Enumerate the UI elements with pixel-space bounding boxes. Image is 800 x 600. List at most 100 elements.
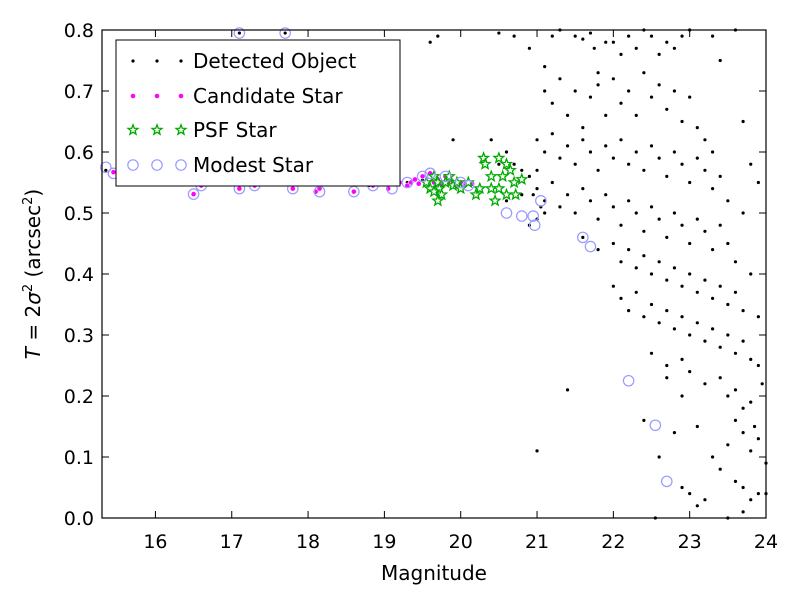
y-tick-label: 0.5 (64, 203, 94, 225)
y-axis-label-close: ) (21, 189, 45, 197)
detected-object-point (535, 168, 539, 172)
legend-marker-candidate-star (178, 93, 184, 99)
detected-object-point (726, 394, 730, 398)
detected-object-point (688, 272, 692, 276)
detected-object-point (695, 290, 699, 294)
candidate-star-point (110, 169, 117, 176)
detected-object-point (726, 241, 730, 246)
detected-object-point (695, 424, 699, 429)
detected-object-point (756, 437, 760, 441)
detected-object-point (588, 199, 593, 203)
detected-object-point (649, 205, 654, 209)
detected-object-point (657, 83, 661, 87)
detected-object-point (596, 217, 600, 221)
modest-star-point (424, 167, 436, 180)
detected-object-point (710, 187, 715, 191)
detected-object-point (688, 180, 692, 185)
psf-star-point (427, 169, 441, 183)
psf-star-point (469, 187, 483, 201)
detected-object-point (760, 382, 764, 386)
psf-star-point (476, 151, 491, 164)
detected-object-point (703, 229, 707, 233)
y-axis-label-sup2: 2 (21, 197, 36, 205)
detected-object-point (592, 46, 596, 50)
detected-object-point (634, 266, 638, 270)
detected-object-point (680, 162, 684, 166)
detected-object-point (741, 339, 745, 343)
legend-marker-psf-star (126, 122, 140, 136)
detected-object-point (596, 71, 600, 75)
detected-object-point (573, 162, 577, 166)
detected-object-point (535, 138, 539, 142)
detected-object-point (703, 498, 707, 502)
detected-object-point (611, 77, 615, 81)
detected-object-point (642, 71, 646, 75)
detected-object-point (733, 418, 738, 422)
candidate-star-point (190, 191, 197, 197)
detected-object-point (649, 95, 654, 99)
modest-star-point (527, 210, 540, 222)
detected-object-point (688, 492, 692, 496)
psf-star-point (503, 163, 518, 176)
detected-object-point (733, 479, 738, 483)
detected-object-point (550, 34, 554, 38)
detected-object-point (604, 113, 608, 117)
detected-object-point (558, 77, 562, 81)
detected-object-point (504, 199, 509, 203)
psf-star-point (431, 193, 445, 207)
detected-object-point (497, 162, 501, 166)
detected-object-point (619, 138, 623, 142)
detected-object-point (710, 327, 715, 331)
detected-object-point (733, 290, 738, 294)
detected-object-point (665, 363, 669, 368)
psf-star-point (419, 175, 434, 189)
psf-star-point (499, 157, 514, 170)
detected-object-point (497, 31, 501, 35)
legend-marker-detected-object (131, 59, 135, 63)
y-axis-label-sigma: σ (21, 291, 45, 305)
psf-star-point (492, 151, 506, 164)
x-tick-label: 19 (372, 531, 396, 553)
detected-object-point (573, 89, 577, 93)
detected-object-point (565, 193, 570, 197)
detected-object-point (657, 156, 661, 160)
legend-box (115, 39, 401, 187)
legend-label-psf-star: PSF Star (193, 118, 277, 142)
legend-label-modest-star: Modest Star (193, 153, 314, 177)
detected-object-point (642, 315, 646, 319)
psf-star-point (478, 157, 492, 170)
detected-object-point (611, 241, 615, 246)
y-tick-label: 0.4 (64, 264, 94, 286)
detected-object-point (543, 89, 547, 93)
legend-marker-psf-star (174, 122, 188, 136)
y-axis-label: T = 2σ2 (arcsec2) (21, 189, 45, 359)
modest-star-point (528, 219, 541, 231)
detected-object-point (710, 455, 715, 459)
y-tick-label: 0.3 (64, 325, 94, 347)
detected-object-point (688, 370, 692, 374)
detected-object-point (543, 65, 547, 69)
detected-object-point (581, 187, 585, 191)
modest-star-point (622, 374, 635, 387)
detected-object-point (741, 406, 745, 410)
modest-star-point (500, 207, 513, 219)
x-tick-label: 20 (449, 531, 473, 553)
y-axis-label-units: (arcsec (21, 205, 45, 284)
candidate-star-point (236, 185, 243, 192)
detected-object-point (756, 315, 760, 319)
candidate-star-point (289, 185, 296, 192)
detected-object-point (665, 278, 669, 282)
detected-object-point (710, 34, 715, 38)
x-tick-label: 22 (601, 531, 625, 553)
detected-object-point (520, 193, 524, 197)
detected-object-point (741, 211, 745, 215)
detected-object-point (634, 290, 638, 294)
detected-object-point (741, 485, 745, 490)
detected-object-point (619, 223, 623, 227)
detected-object-point (672, 327, 677, 331)
psf-star-point (488, 193, 502, 207)
detected-object-point (237, 31, 241, 35)
detected-object-point (726, 333, 730, 337)
detected-object-point (520, 168, 524, 172)
detected-object-point (680, 284, 684, 288)
